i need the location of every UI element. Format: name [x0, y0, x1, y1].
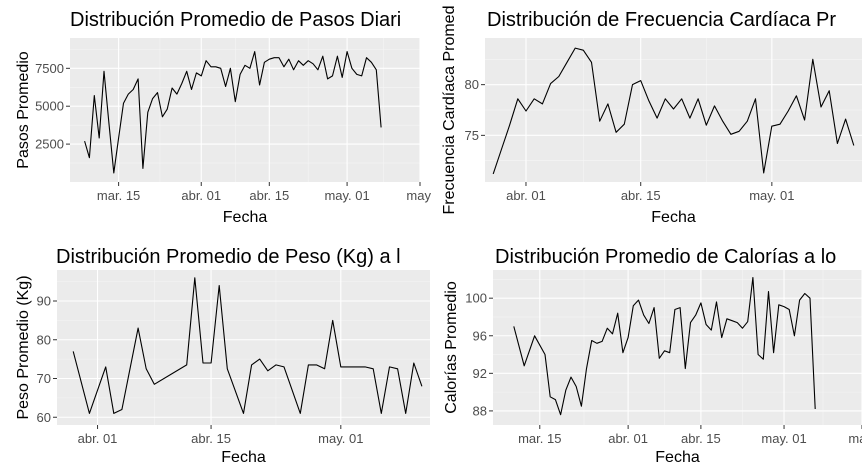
x-tick-label: mar. 15	[518, 431, 561, 446]
x-axis-title: Fecha	[223, 209, 268, 226]
y-tick-label: 2500	[35, 137, 64, 152]
chart-title: Distribución Promedio de Calorías a lo	[495, 246, 836, 268]
x-tick-label: abr. 15	[249, 188, 289, 203]
series-line-1	[492, 47, 855, 175]
series-line-1	[72, 277, 423, 414]
chart-title: Distribución Promedio de Pasos Diari	[70, 9, 401, 31]
x-tick-label: abr. 01	[506, 188, 546, 203]
x-tick-label: may. 01	[318, 431, 363, 446]
x-tick-label: abr. 01	[181, 188, 221, 203]
y-tick-label: 88	[473, 403, 487, 418]
y-tick-label: 90	[37, 294, 51, 309]
y-tick-label: 100	[465, 291, 487, 306]
chart-title: Distribución de Frecuencia Cardíaca Pr	[487, 9, 836, 31]
y-tick-label: 70	[37, 371, 51, 386]
x-axis-title: Fecha	[651, 209, 696, 226]
x-tick-label: may. 01	[749, 188, 794, 203]
x-tick-label: may. 01	[761, 431, 806, 446]
y-axis-title: Peso Promedio (Kg)	[15, 275, 32, 419]
y-tick-label: 80	[37, 332, 51, 347]
chart-panel-3: abr. 01 abr. 15 may. 01 60 70 80 90 Distribució…	[15, 246, 430, 466]
x-tick-label: may.	[848, 431, 862, 446]
chart-panel-4: mar. 15 abr. 01 abr. 15 may. 01 may. 88 92 96 10…	[443, 246, 862, 466]
y-tick-label: 80	[465, 77, 479, 92]
y-tick-label: 75	[465, 128, 479, 143]
x-tick-label: mar. 15	[97, 188, 140, 203]
y-axis-title: Calorías Promedio	[443, 281, 460, 414]
x-tick-label: abr. 15	[621, 188, 661, 203]
x-axis-title: Fecha	[221, 449, 266, 466]
x-tick-label: abr. 15	[191, 431, 231, 446]
y-tick-label: 96	[473, 328, 487, 343]
y-axis-title: Frecuencia Cardíaca Promed	[441, 6, 458, 215]
y-tick-label: 7500	[35, 61, 64, 76]
chart-panel-1: mar. 15 abr. 01 abr. 15 may. 01 may. 2500 5000…	[15, 9, 433, 226]
x-tick-label: may. 01	[324, 188, 369, 203]
x-axis-title: Fecha	[655, 449, 700, 466]
x-tick-label: may.	[406, 188, 433, 203]
y-tick-label: 5000	[35, 99, 64, 114]
y-axis-title: Pasos Promedio	[15, 51, 32, 168]
series-line-1	[84, 51, 382, 174]
series-line-1	[513, 276, 816, 416]
y-tick-label: 92	[473, 366, 487, 381]
plot-panel-background	[57, 270, 430, 425]
chart-panel-2: abr. 01 abr. 15 may. 01 75 80 Distribución de…	[441, 6, 862, 226]
x-tick-label: abr. 15	[681, 431, 721, 446]
plot-panel-background	[493, 270, 862, 425]
chart-title: Distribución Promedio de Peso (Kg) a l	[56, 246, 401, 268]
plot-panel-background	[70, 38, 420, 182]
x-tick-label: abr. 01	[608, 431, 648, 446]
y-tick-label: 60	[37, 410, 51, 425]
x-tick-label: abr. 01	[78, 431, 118, 446]
